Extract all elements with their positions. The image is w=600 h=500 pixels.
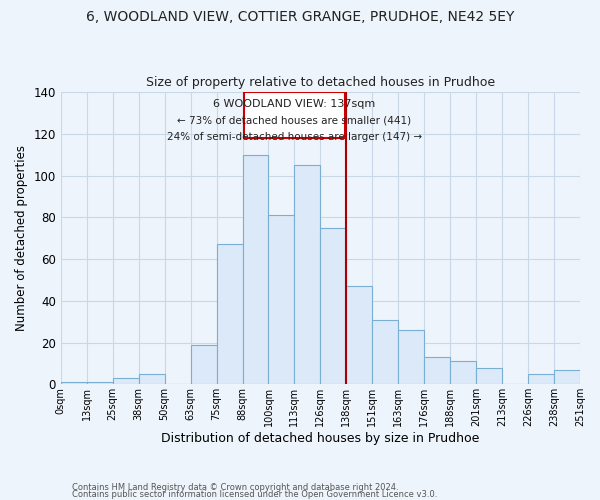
Title: Size of property relative to detached houses in Prudhoe: Size of property relative to detached ho… <box>146 76 495 90</box>
Bar <box>295 165 320 384</box>
Bar <box>320 228 346 384</box>
Y-axis label: Number of detached properties: Number of detached properties <box>15 145 28 331</box>
Text: 6 WOODLAND VIEW: 137sqm: 6 WOODLAND VIEW: 137sqm <box>214 100 376 110</box>
FancyBboxPatch shape <box>244 92 345 138</box>
Bar <box>191 344 217 385</box>
Text: ← 73% of detached houses are smaller (441): ← 73% of detached houses are smaller (44… <box>178 115 412 125</box>
Bar <box>87 382 113 384</box>
Bar <box>217 244 242 384</box>
Bar <box>373 320 398 384</box>
Bar <box>61 382 87 384</box>
Bar <box>346 286 373 384</box>
Bar <box>476 368 502 384</box>
Text: Contains HM Land Registry data © Crown copyright and database right 2024.: Contains HM Land Registry data © Crown c… <box>72 484 398 492</box>
Bar <box>424 357 450 384</box>
Bar <box>528 374 554 384</box>
Bar <box>554 370 580 384</box>
Bar <box>398 330 424 384</box>
Text: 24% of semi-detached houses are larger (147) →: 24% of semi-detached houses are larger (… <box>167 132 422 141</box>
Bar <box>139 374 164 384</box>
Bar <box>450 362 476 384</box>
Bar <box>113 378 139 384</box>
Bar <box>242 154 268 384</box>
Bar <box>268 215 295 384</box>
Text: Contains public sector information licensed under the Open Government Licence v3: Contains public sector information licen… <box>72 490 437 499</box>
Text: 6, WOODLAND VIEW, COTTIER GRANGE, PRUDHOE, NE42 5EY: 6, WOODLAND VIEW, COTTIER GRANGE, PRUDHO… <box>86 10 514 24</box>
X-axis label: Distribution of detached houses by size in Prudhoe: Distribution of detached houses by size … <box>161 432 479 445</box>
